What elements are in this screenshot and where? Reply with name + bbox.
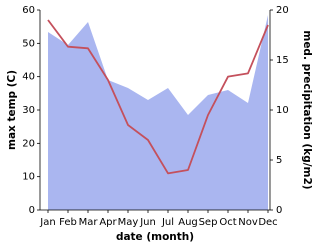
x-tick-label: Feb (59, 217, 77, 228)
y2-axis-label: med. precipitation (kg/m2) (301, 30, 313, 189)
x-tick-label: Jul (161, 217, 174, 228)
x-tick-label: Dec (258, 217, 277, 228)
x-tick-label: Nov (238, 217, 258, 228)
x-tick-label: May (118, 217, 139, 228)
y2-tick-label: 15 (276, 55, 289, 66)
temp-line (47, 19, 269, 175)
y-tick-label: 30 (22, 105, 35, 116)
y-tick-label: 60 (22, 5, 35, 16)
x-axis-label: date (month) (116, 231, 194, 243)
y2-tick-label: 10 (276, 105, 289, 116)
y-tick-label: 50 (22, 38, 35, 49)
precipitation-area (48, 15, 268, 210)
y-tick-label: 40 (22, 72, 35, 83)
y-tick-label: 20 (22, 138, 35, 149)
x-tick-label: Jan (39, 217, 55, 228)
x-tick-label: Mar (79, 217, 99, 228)
y2-tick-label: 5 (276, 155, 282, 166)
x-tick-label: Apr (99, 217, 117, 228)
y-tick-label: 0 (29, 205, 35, 216)
x-tick-label: Oct (219, 217, 236, 228)
y-axis-label: max temp (C) (6, 70, 18, 150)
x-tick-label: Jun (139, 217, 156, 228)
x-tick-label: Aug (178, 217, 198, 228)
y2-tick-label: 0 (276, 205, 282, 216)
x-tick-label: Sep (199, 217, 218, 228)
y-tick-label: 10 (22, 172, 35, 183)
y2-tick-label: 20 (276, 5, 289, 16)
